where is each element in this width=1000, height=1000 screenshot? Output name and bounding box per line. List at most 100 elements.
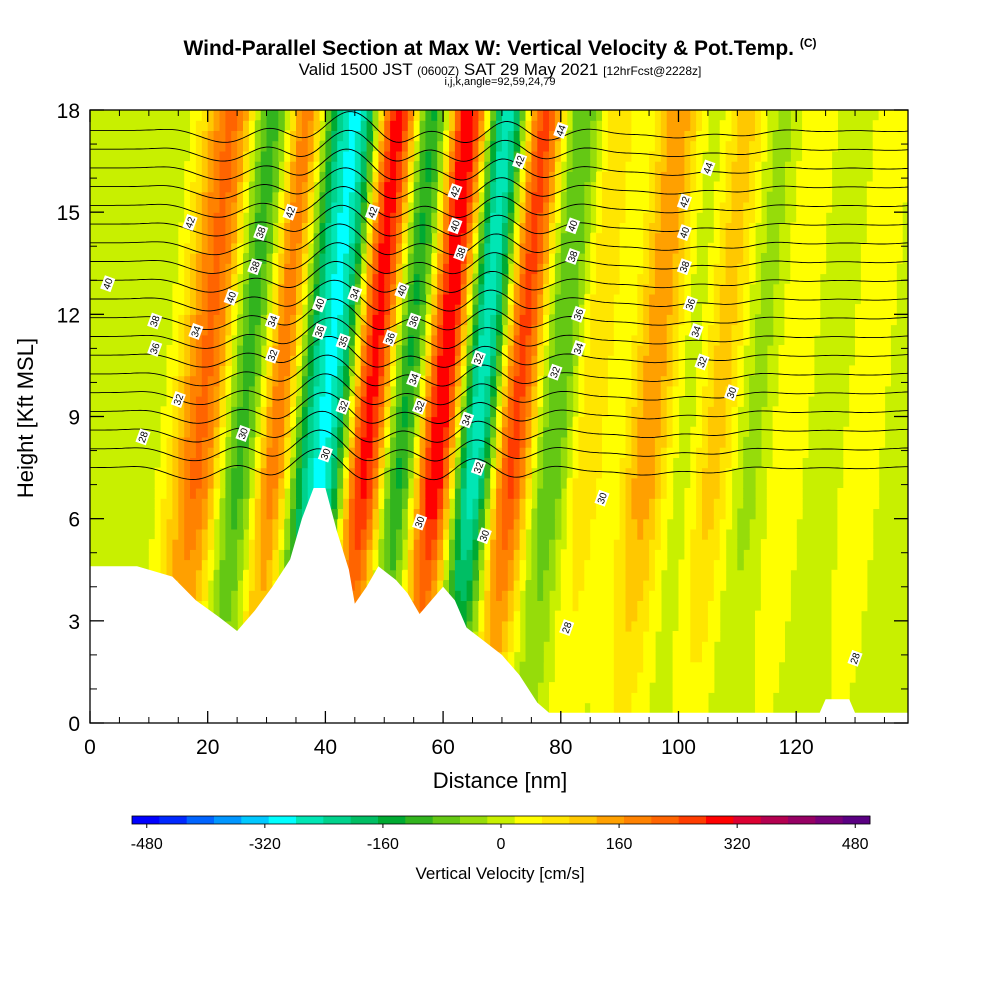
- velocity-cell: [343, 365, 350, 377]
- velocity-cell: [684, 161, 691, 172]
- velocity-cell: [460, 365, 468, 377]
- velocity-cell: [195, 365, 203, 377]
- velocity-cell: [731, 171, 750, 183]
- velocity-cell: [543, 375, 550, 387]
- velocity-cell: [201, 253, 215, 264]
- contour-label-bg: [676, 258, 692, 276]
- velocity-cell: [313, 110, 321, 121]
- velocity-cell: [666, 447, 680, 458]
- velocity-cell: [460, 110, 474, 121]
- velocity-cell: [496, 202, 503, 213]
- velocity-cell: [337, 385, 344, 397]
- velocity-cell: [602, 110, 609, 121]
- velocity-cell: [419, 426, 427, 438]
- velocity-cell: [460, 273, 468, 285]
- velocity-cell: [737, 140, 750, 152]
- velocity-cell: [690, 549, 721, 561]
- velocity-cell: [172, 488, 179, 499]
- velocity-cell: [254, 396, 262, 407]
- velocity-cell: [254, 212, 268, 223]
- velocity-cell: [425, 253, 432, 264]
- velocity-cell: [184, 324, 191, 336]
- velocity-cell: [237, 314, 244, 326]
- velocity-cell: [166, 447, 173, 458]
- velocity-cell: [243, 477, 250, 489]
- velocity-cell: [343, 385, 350, 397]
- velocity-cell: [672, 682, 715, 693]
- velocity-cell: [755, 130, 762, 142]
- velocity-cell: [696, 181, 703, 193]
- velocity-cell: [537, 242, 544, 254]
- velocity-cell: [696, 518, 703, 530]
- velocity-cell: [443, 580, 450, 591]
- velocity-cell: [278, 345, 291, 356]
- velocity-cell: [401, 365, 415, 377]
- velocity-cell: [390, 375, 397, 387]
- velocity-cell: [637, 416, 662, 428]
- velocity-cell: [837, 488, 880, 499]
- velocity-cell: [372, 273, 379, 285]
- velocity-cell: [684, 140, 691, 152]
- velocity-cell: [248, 406, 256, 418]
- contour-label-bg: [459, 411, 475, 429]
- contour-label-text: 32: [549, 365, 563, 380]
- velocity-cell: [531, 396, 538, 407]
- velocity-cell: [360, 467, 368, 479]
- velocity-cell: [266, 130, 279, 142]
- velocity-cell: [178, 242, 185, 254]
- velocity-cell: [454, 171, 468, 183]
- velocity-cell: [384, 120, 391, 131]
- velocity-cell: [472, 120, 479, 131]
- velocity-cell: [431, 273, 438, 285]
- velocity-cell: [331, 232, 338, 244]
- velocity-cell: [366, 406, 374, 418]
- velocity-cell: [237, 232, 244, 244]
- velocity-cell: [484, 161, 491, 172]
- contour-label: 36: [311, 322, 328, 340]
- velocity-cell: [496, 150, 509, 162]
- velocity-cell: [331, 488, 338, 499]
- contour-label-text: 40: [449, 219, 463, 234]
- velocity-cell: [313, 467, 326, 479]
- velocity-cell: [719, 130, 733, 142]
- velocity-cell: [307, 263, 315, 275]
- velocity-cell: [690, 436, 703, 448]
- velocity-cell: [337, 130, 344, 142]
- velocity-cell: [184, 334, 191, 346]
- contour-label-bg: [412, 397, 428, 415]
- velocity-cell: [831, 569, 868, 581]
- velocity-cell: [513, 232, 521, 244]
- velocity-cell: [537, 539, 550, 550]
- velocity-cell: [237, 334, 244, 346]
- velocity-cell: [337, 242, 350, 254]
- velocity-cell: [407, 436, 415, 448]
- velocity-cell: [543, 283, 550, 295]
- velocity-cell: [607, 140, 632, 152]
- velocity-cell: [731, 365, 738, 377]
- velocity-cell: [266, 385, 273, 397]
- velocity-cell: [501, 293, 509, 305]
- velocity-cell: [301, 232, 309, 244]
- velocity-cell: [613, 600, 627, 612]
- velocity-cell: [513, 140, 521, 152]
- velocity-cell: [254, 508, 262, 520]
- velocity-cell: [419, 528, 427, 540]
- velocity-cell: [737, 120, 756, 131]
- velocity-cell: [525, 416, 532, 428]
- velocity-cell: [490, 488, 497, 499]
- velocity-cell: [484, 549, 491, 561]
- velocity-cell: [643, 406, 662, 418]
- velocity-cell: [290, 385, 297, 397]
- velocity-cell: [272, 191, 279, 203]
- velocity-cell: [225, 385, 232, 397]
- velocity-cell: [584, 212, 591, 223]
- velocity-cell: [290, 365, 297, 377]
- velocity-cell: [860, 293, 897, 305]
- velocity-cell: [237, 150, 244, 162]
- velocity-cell: [360, 416, 368, 428]
- velocity-cell: [537, 314, 544, 326]
- velocity-cell: [319, 436, 326, 448]
- velocity-cell: [266, 498, 273, 509]
- velocity-cell: [396, 396, 403, 407]
- velocity-cell: [401, 212, 409, 223]
